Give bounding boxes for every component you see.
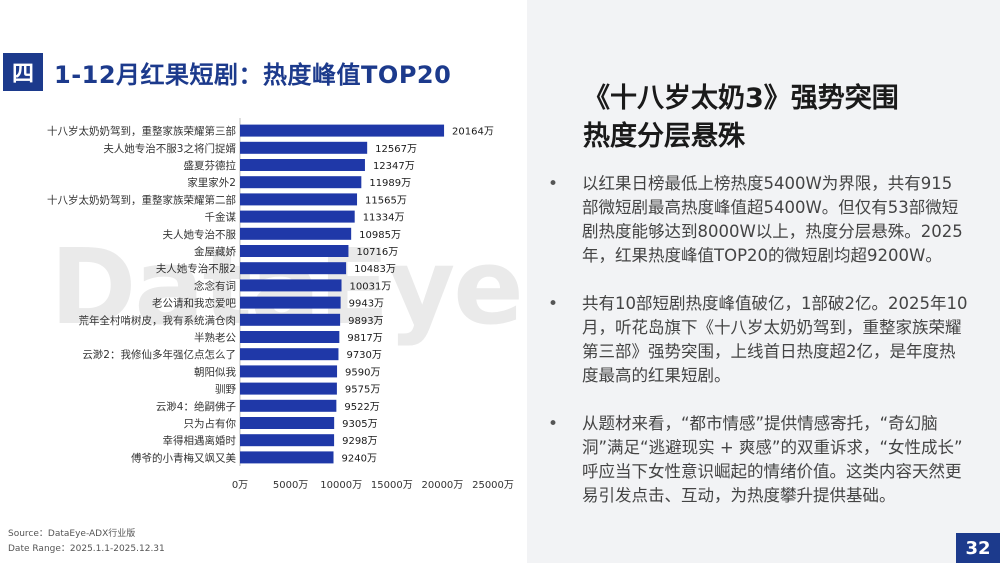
x-tick-label: 0万 <box>232 480 248 490</box>
bar <box>240 434 335 447</box>
source-line: Source：DataEye-ADX行业版 <box>8 529 136 539</box>
value-label: 9240万 <box>342 453 377 464</box>
value-label: 9943万 <box>349 299 384 310</box>
category-label: 云渺2：我修仙多年强亿点怎么了 <box>82 348 236 361</box>
category-label: 半熟老公 <box>194 331 236 344</box>
bar <box>240 417 335 429</box>
bar <box>240 451 334 464</box>
bar <box>240 331 340 343</box>
category-label: 夫人她专治不服2 <box>156 262 236 275</box>
bar <box>240 193 358 206</box>
value-label: 11565万 <box>365 195 407 206</box>
value-label: 9817万 <box>347 333 382 344</box>
page-number: 32 <box>956 533 1000 563</box>
bullet-text: 共有10部短剧热度峰值破亿，1部破2亿。2025年10月，听花岛旗下《十八岁太奶… <box>582 294 968 385</box>
x-tick-label: 10000万 <box>320 480 362 490</box>
value-label: 12347万 <box>373 161 415 172</box>
value-label: 10031万 <box>350 281 392 292</box>
right-panel <box>527 0 1000 563</box>
category-label: 云渺4：绝嗣佛子 <box>156 400 236 413</box>
bar <box>240 296 341 309</box>
bullet-item: • 从题材来看，“都市情感”提供情感寄托，“奇幻脑洞”满足“逃避现实 + 爽感”… <box>548 412 968 508</box>
value-label: 9298万 <box>342 436 377 447</box>
bullet-dot-icon: • <box>548 294 559 314</box>
bullet-list: • 以红果日榜最低上榜热度5400W为界限，共有915部微短剧最高热度峰值超54… <box>548 172 968 532</box>
bar <box>240 124 445 137</box>
bullet-item: • 共有10部短剧热度峰值破亿，1部破2亿。2025年10月，听花岛旗下《十八岁… <box>548 292 968 388</box>
category-label: 幸得相遇离婚时 <box>163 434 237 447</box>
category-label: 傅爷的小青梅又飒又美 <box>131 451 236 464</box>
value-label: 10985万 <box>359 230 401 241</box>
category-label: 盛夏芬德拉 <box>184 159 237 172</box>
bar <box>240 210 355 223</box>
bar <box>240 348 339 361</box>
value-label: 9305万 <box>342 419 377 430</box>
category-label: 千金谋 <box>205 211 237 224</box>
category-label: 荒年全村啃树皮，我有系统满仓肉 <box>79 314 237 327</box>
category-label: 念念有词 <box>194 279 236 292</box>
bullet-text: 以红果日榜最低上榜热度5400W为界限，共有915部微短剧最高热度峰值超5400… <box>582 174 963 265</box>
category-label: 朝阳似我 <box>194 366 236 378</box>
category-label: 老公请和我恋爱吧 <box>152 297 236 310</box>
value-label: 20164万 <box>452 127 494 138</box>
source-note: Source：DataEye-ADX行业版 Date Range：2025.1.… <box>8 527 165 557</box>
headline: 《十八岁太奶3》强势突围 热度分层悬殊 <box>583 80 983 156</box>
category-label: 家里家外2 <box>187 176 236 189</box>
category-label: 十八岁太奶奶驾到，重整家族荣耀第三部 <box>47 125 236 138</box>
category-label: 夫人她专治不服 <box>163 228 237 241</box>
headline-line-2: 热度分层悬殊 <box>583 121 745 152</box>
headline-line-1: 《十八岁太奶3》强势突围 <box>583 83 899 114</box>
bar <box>240 176 362 189</box>
bar <box>240 245 349 257</box>
bar <box>240 141 368 154</box>
bar <box>240 399 337 412</box>
category-label: 驯野 <box>215 384 236 396</box>
category-label: 只为占有你 <box>184 417 237 430</box>
date-range-line: Date Range：2025.1.1-2025.12.31 <box>8 544 165 554</box>
bar <box>240 262 347 275</box>
value-label: 9522万 <box>344 402 379 413</box>
x-tick-label: 25000万 <box>472 480 514 490</box>
value-label: 10483万 <box>354 264 396 275</box>
bar <box>240 313 341 326</box>
value-label: 11334万 <box>363 213 405 224</box>
bar <box>240 159 365 171</box>
value-label: 11989万 <box>369 178 411 189</box>
value-label: 9590万 <box>345 367 380 378</box>
x-tick-label: 5000万 <box>273 480 308 490</box>
section-badge: 四 <box>3 53 43 91</box>
category-label: 夫人她专治不服3之将门捉婿 <box>103 142 236 155</box>
bullet-text: 从题材来看，“都市情感”提供情感寄托，“奇幻脑洞”满足“逃避现实 + 爽感”的双… <box>582 414 963 505</box>
section-title: 1-12月红果短剧：热度峰值TOP20 <box>54 61 452 89</box>
value-label: 9575万 <box>345 385 380 396</box>
value-label: 12567万 <box>375 144 417 155</box>
value-label: 10716万 <box>356 247 398 258</box>
bullet-dot-icon: • <box>548 414 559 434</box>
bullet-dot-icon: • <box>548 174 559 194</box>
category-label: 十八岁太奶奶驾到，重整家族荣耀第二部 <box>47 193 236 206</box>
bullet-item: • 以红果日榜最低上榜热度5400W为界限，共有915部微短剧最高热度峰值超54… <box>548 172 968 268</box>
x-tick-label: 20000万 <box>421 480 463 490</box>
bar <box>240 279 342 292</box>
value-label: 9730万 <box>346 350 381 361</box>
bar <box>240 227 352 240</box>
x-tick-label: 15000万 <box>371 480 413 490</box>
bar <box>240 382 337 395</box>
category-label: 金屋藏娇 <box>194 245 236 258</box>
value-label: 9893万 <box>348 316 383 327</box>
bar <box>240 365 338 378</box>
